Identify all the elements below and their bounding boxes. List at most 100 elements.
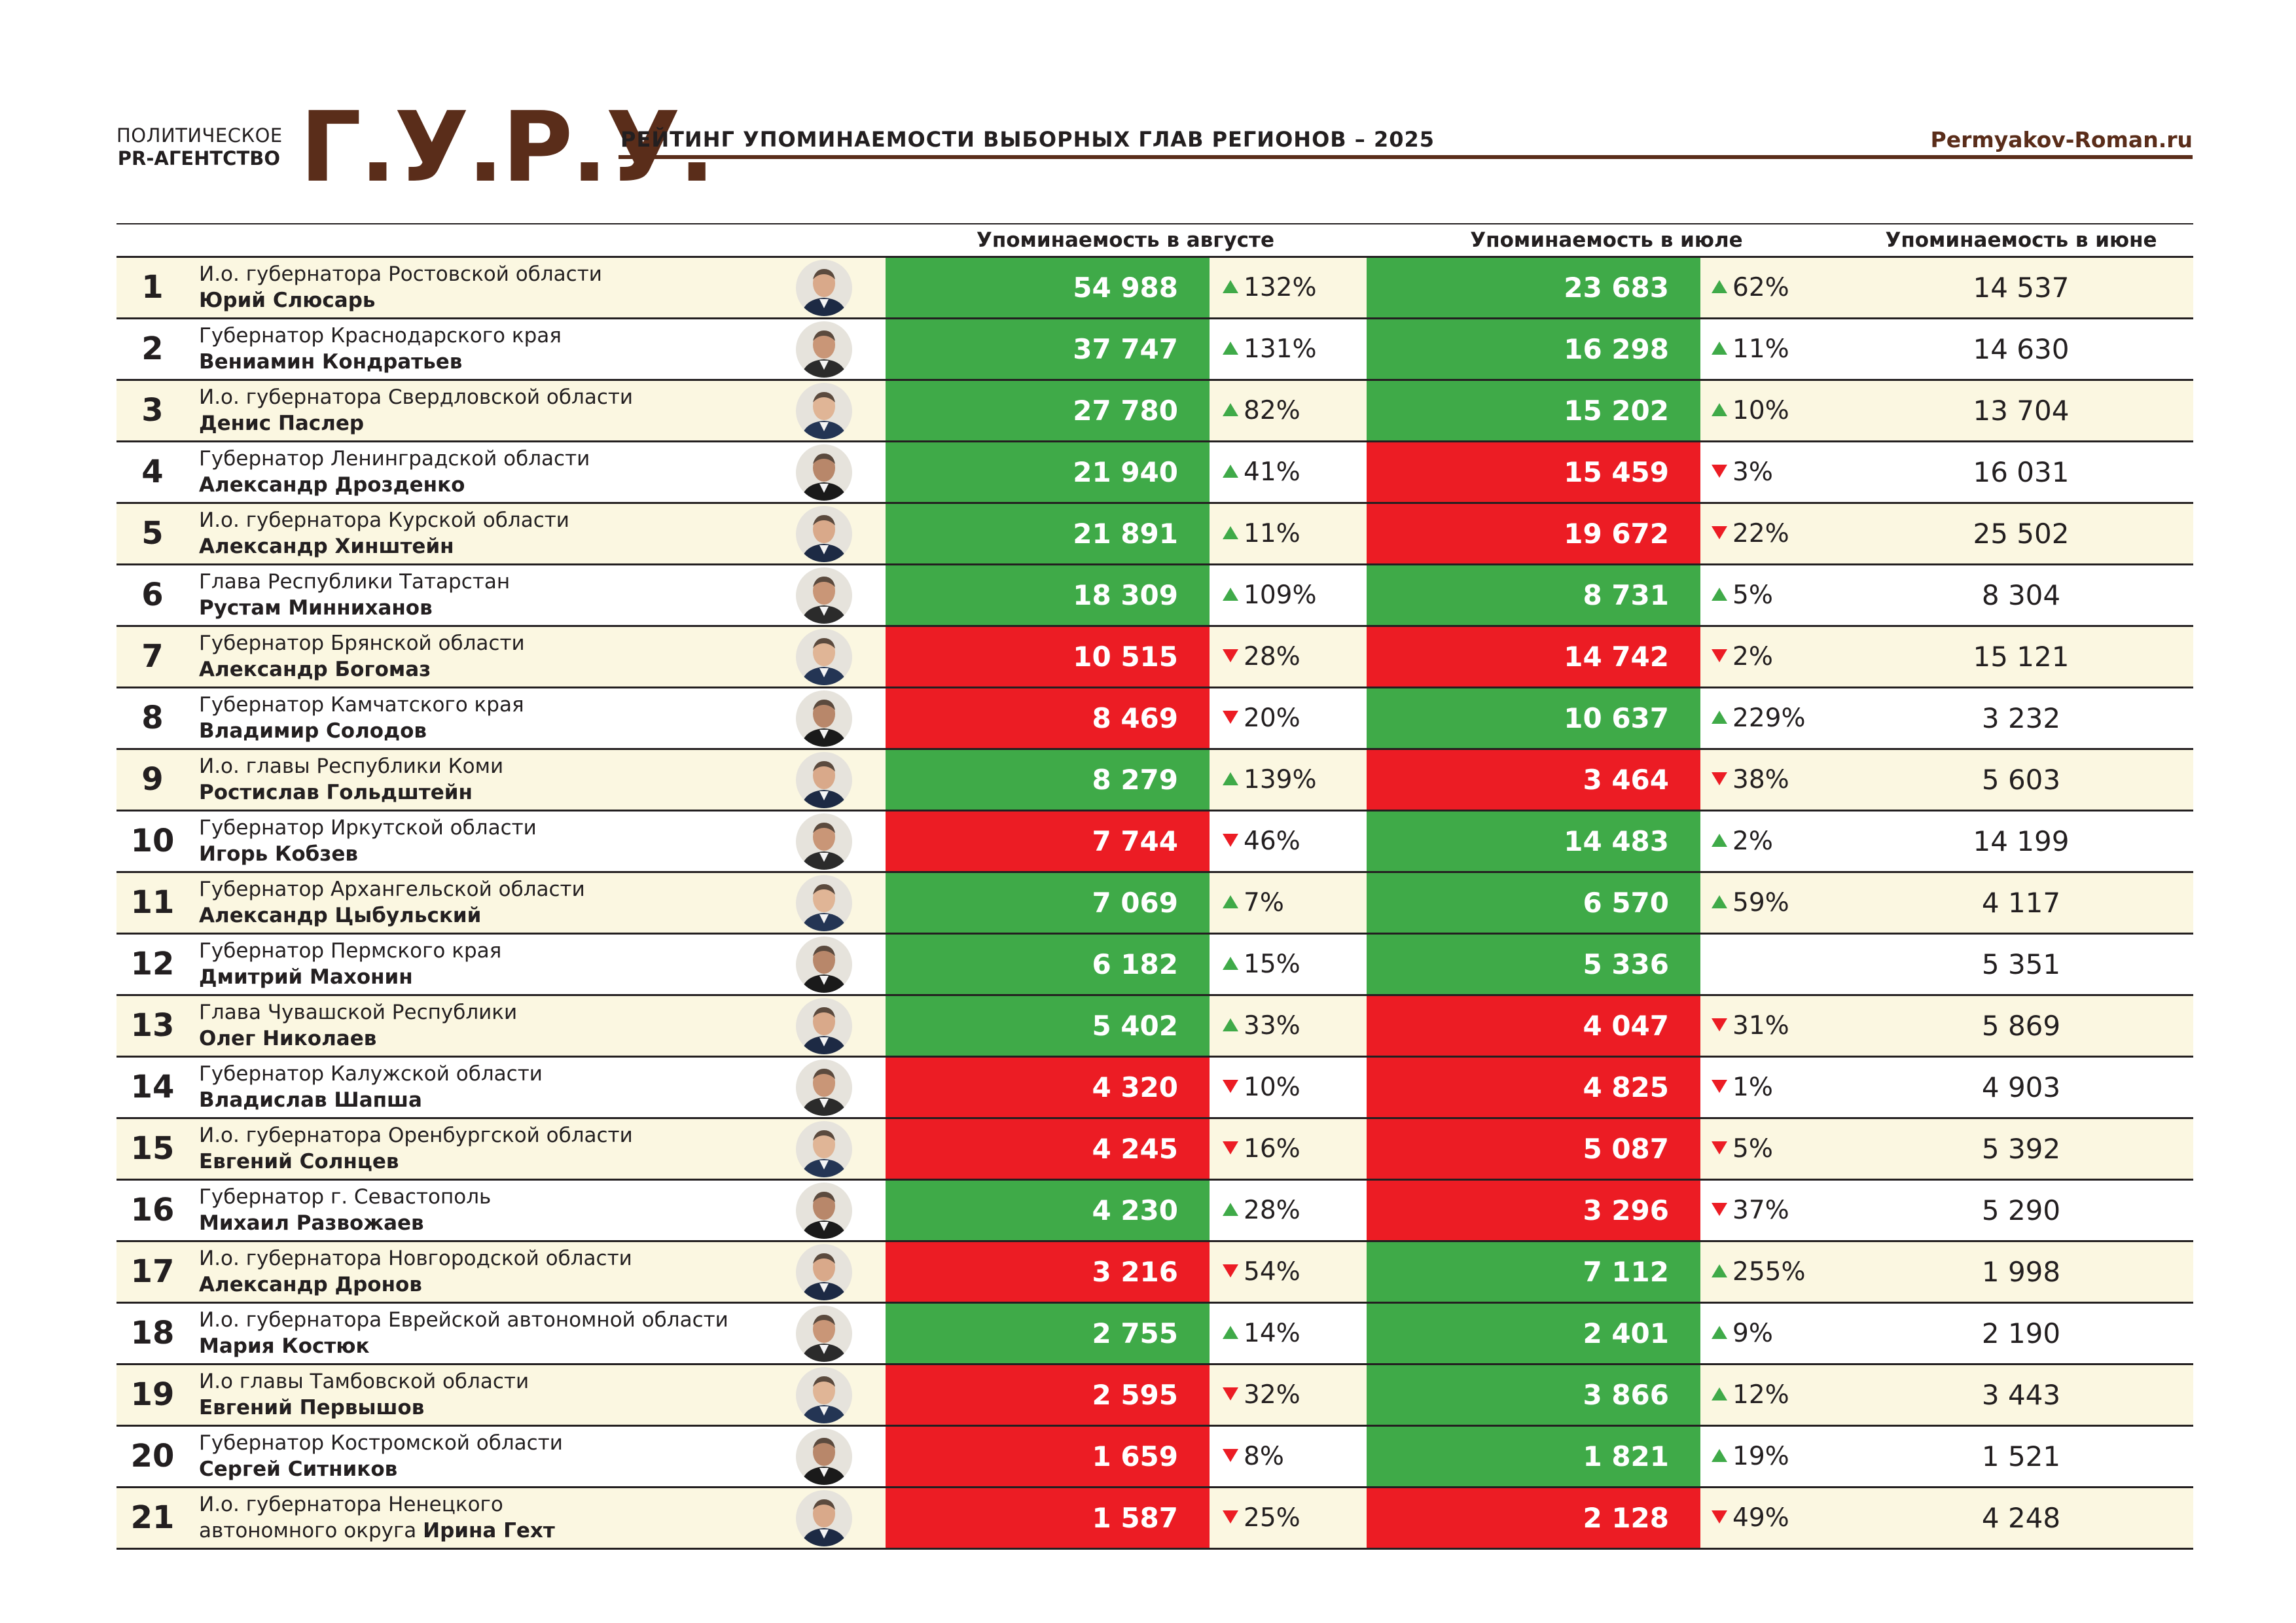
official-info: И.о. губернатора Оренбургской области Евг… bbox=[199, 1122, 633, 1175]
august-value: 1 659 bbox=[886, 1427, 1210, 1486]
table-row: 20 Губернатор Костромской области Сергей С… bbox=[117, 1425, 2193, 1486]
official-name: Евгений Первышов bbox=[199, 1396, 425, 1419]
august-change-value: 132% bbox=[1244, 273, 1317, 302]
july-change-value: 255% bbox=[1732, 1257, 1806, 1287]
august-value: 21 891 bbox=[886, 504, 1210, 563]
august-change-value: 32% bbox=[1244, 1380, 1300, 1410]
june-value: 5 351 bbox=[1981, 948, 2061, 980]
table-row: 5 И.о. губернатора Курской области Алексан… bbox=[117, 502, 2193, 563]
august-value: 3 216 bbox=[886, 1242, 1210, 1302]
triangle-up-icon bbox=[1223, 956, 1238, 970]
rank-number: 13 bbox=[130, 1007, 175, 1044]
august-change-value: 15% bbox=[1244, 950, 1300, 979]
agency-line-2: PR-АГЕНТСТВО bbox=[117, 147, 280, 169]
rank-number: 5 bbox=[141, 515, 164, 552]
july-value: 2 401 bbox=[1367, 1304, 1700, 1363]
official-position: Глава Чувашской Республики bbox=[199, 1001, 518, 1024]
june-value: 1 521 bbox=[1981, 1440, 2061, 1472]
august-value: 7 744 bbox=[886, 812, 1210, 871]
table-row: 8 Губернатор Камчатского края Владимир Сол… bbox=[117, 687, 2193, 748]
header-july: Упоминаемость в июле bbox=[1470, 228, 1743, 252]
june-value: 4 248 bbox=[1981, 1502, 2061, 1534]
official-position: Губернатор Пермского края bbox=[199, 939, 502, 963]
official-position: И.о. главы Республики Коми bbox=[199, 755, 504, 778]
triangle-up-icon bbox=[1712, 1448, 1727, 1462]
july-change-value: 2% bbox=[1732, 642, 1773, 671]
official-position: Губернатор Брянской области bbox=[199, 632, 525, 655]
august-change: 8% bbox=[1223, 1427, 1360, 1486]
official-info: Губернатор Брянской области Александр Бог… bbox=[199, 630, 525, 683]
avatar bbox=[796, 629, 852, 685]
june-value: 16 031 bbox=[1973, 456, 2070, 488]
official-name: Рустам Минниханов bbox=[199, 596, 433, 620]
rank-number: 21 bbox=[130, 1499, 175, 1536]
official-info: И.о. губернатора Курской области Александ… bbox=[199, 507, 569, 560]
july-change: 11% bbox=[1712, 319, 1842, 379]
august-change-value: 46% bbox=[1244, 827, 1300, 856]
official-position: Губернатор Калужской области bbox=[199, 1062, 543, 1086]
triangle-down-icon bbox=[1712, 464, 1727, 478]
august-change-value: 28% bbox=[1244, 1196, 1300, 1225]
avatar bbox=[796, 1244, 852, 1300]
triangle-up-icon bbox=[1712, 833, 1727, 847]
triangle-down-icon bbox=[1712, 772, 1727, 785]
july-value: 15 459 bbox=[1367, 442, 1700, 502]
july-change: 5% bbox=[1712, 1119, 1842, 1179]
july-change: 10% bbox=[1712, 381, 1842, 440]
rank-number: 19 bbox=[130, 1376, 175, 1413]
august-change-value: 41% bbox=[1244, 457, 1300, 487]
july-value: 7 112 bbox=[1367, 1242, 1700, 1302]
avatar bbox=[796, 383, 852, 439]
official-position: Губернатор Архангельской области bbox=[199, 878, 585, 901]
official-info: Губернатор Костромской области Сергей Сит… bbox=[199, 1430, 563, 1482]
table-row: 10 Губернатор Иркутской области Игорь Кобз… bbox=[117, 810, 2193, 871]
august-value: 5 402 bbox=[886, 996, 1210, 1056]
june-value: 3 232 bbox=[1981, 702, 2061, 734]
july-change-value: 10% bbox=[1732, 396, 1789, 425]
july-change-value: 19% bbox=[1732, 1442, 1789, 1471]
august-value: 21 940 bbox=[886, 442, 1210, 502]
august-change: 54% bbox=[1223, 1242, 1360, 1302]
june-value: 14 537 bbox=[1973, 272, 2070, 304]
avatar bbox=[796, 1060, 852, 1116]
rank-number: 11 bbox=[130, 884, 175, 921]
august-value: 4 245 bbox=[886, 1119, 1210, 1179]
header-rule bbox=[619, 155, 2193, 159]
july-change bbox=[1712, 935, 1842, 994]
table-row: 13 Глава Чувашской Республики Олег Николае… bbox=[117, 994, 2193, 1056]
site-link[interactable]: Permyakov-Roman.ru bbox=[1930, 127, 2193, 152]
triangle-down-icon bbox=[1712, 526, 1727, 539]
rating-table: Упоминаемость в августе Упоминаемость в … bbox=[117, 223, 2193, 1550]
august-value: 8 279 bbox=[886, 750, 1210, 810]
avatar bbox=[796, 1490, 852, 1546]
official-name: Ростислав Гольдштейн bbox=[199, 781, 473, 804]
official-position: Губернатор Костромской области bbox=[199, 1431, 563, 1455]
triangle-up-icon bbox=[1712, 710, 1727, 724]
table-row: 21 И.о. губернатора Ненецкого автономного … bbox=[117, 1486, 2193, 1550]
july-value: 8 731 bbox=[1367, 565, 1700, 625]
august-change-value: 109% bbox=[1244, 580, 1317, 610]
triangle-down-icon bbox=[1223, 1510, 1238, 1524]
july-value: 4 047 bbox=[1367, 996, 1700, 1056]
august-change: 28% bbox=[1223, 1181, 1360, 1240]
july-change: 37% bbox=[1712, 1181, 1842, 1240]
avatar bbox=[796, 998, 852, 1054]
official-name: Денис Паслер bbox=[199, 412, 365, 435]
avatar bbox=[796, 506, 852, 562]
july-change: 3% bbox=[1712, 442, 1842, 502]
header-august: Упоминаемость в августе bbox=[976, 228, 1275, 252]
table-row: 16 Губернатор г. Севастополь Михаил Развож… bbox=[117, 1179, 2193, 1240]
august-change-value: 139% bbox=[1244, 765, 1317, 794]
official-name: Михаил Развожаев bbox=[199, 1211, 424, 1235]
official-info: И.о. губернатора Ростовской области Юрий … bbox=[199, 261, 602, 313]
report-title: РЕЙТИНГ УПОМИНАЕМОСТИ ВЫБОРНЫХ ГЛАВ РЕГИ… bbox=[620, 127, 1435, 152]
triangle-up-icon bbox=[1712, 341, 1727, 355]
august-change: 109% bbox=[1223, 565, 1360, 625]
rank-number: 9 bbox=[141, 761, 164, 798]
official-position: Губернатор Краснодарского края bbox=[199, 324, 562, 348]
august-change: 16% bbox=[1223, 1119, 1360, 1179]
triangle-up-icon bbox=[1712, 895, 1727, 908]
rank-number: 2 bbox=[141, 330, 164, 367]
july-change: 38% bbox=[1712, 750, 1842, 810]
july-change-value: 9% bbox=[1732, 1319, 1773, 1348]
